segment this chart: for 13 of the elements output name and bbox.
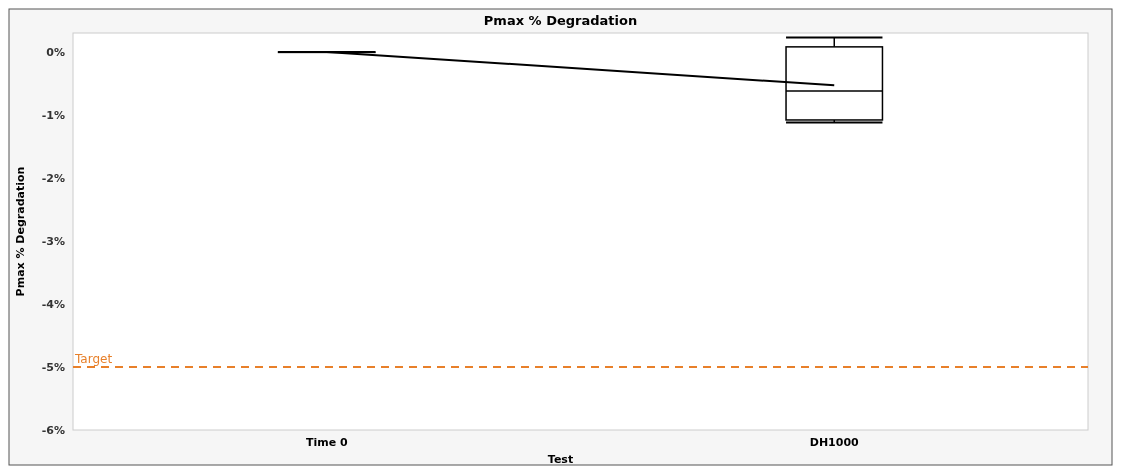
- y-tick-label: -1%: [41, 108, 65, 122]
- y-tick-label: 0%: [46, 45, 65, 59]
- y-tick-label: -2%: [41, 171, 65, 185]
- y-tick-label: -6%: [41, 424, 65, 437]
- y-axis-title: Pmax % Degradation: [14, 166, 27, 297]
- x-tick-label: Time 0: [305, 436, 348, 449]
- x-tick-label: DH1000: [809, 436, 860, 449]
- y-tick-label: -4%: [41, 297, 65, 311]
- y-tick-label: -3%: [41, 234, 65, 248]
- y-tick-label: -5%: [41, 360, 65, 374]
- x-axis-title: Test: [547, 453, 574, 466]
- chart-title: Pmax % Degradation: [483, 13, 638, 28]
- ref-line-label: Target: [74, 351, 113, 366]
